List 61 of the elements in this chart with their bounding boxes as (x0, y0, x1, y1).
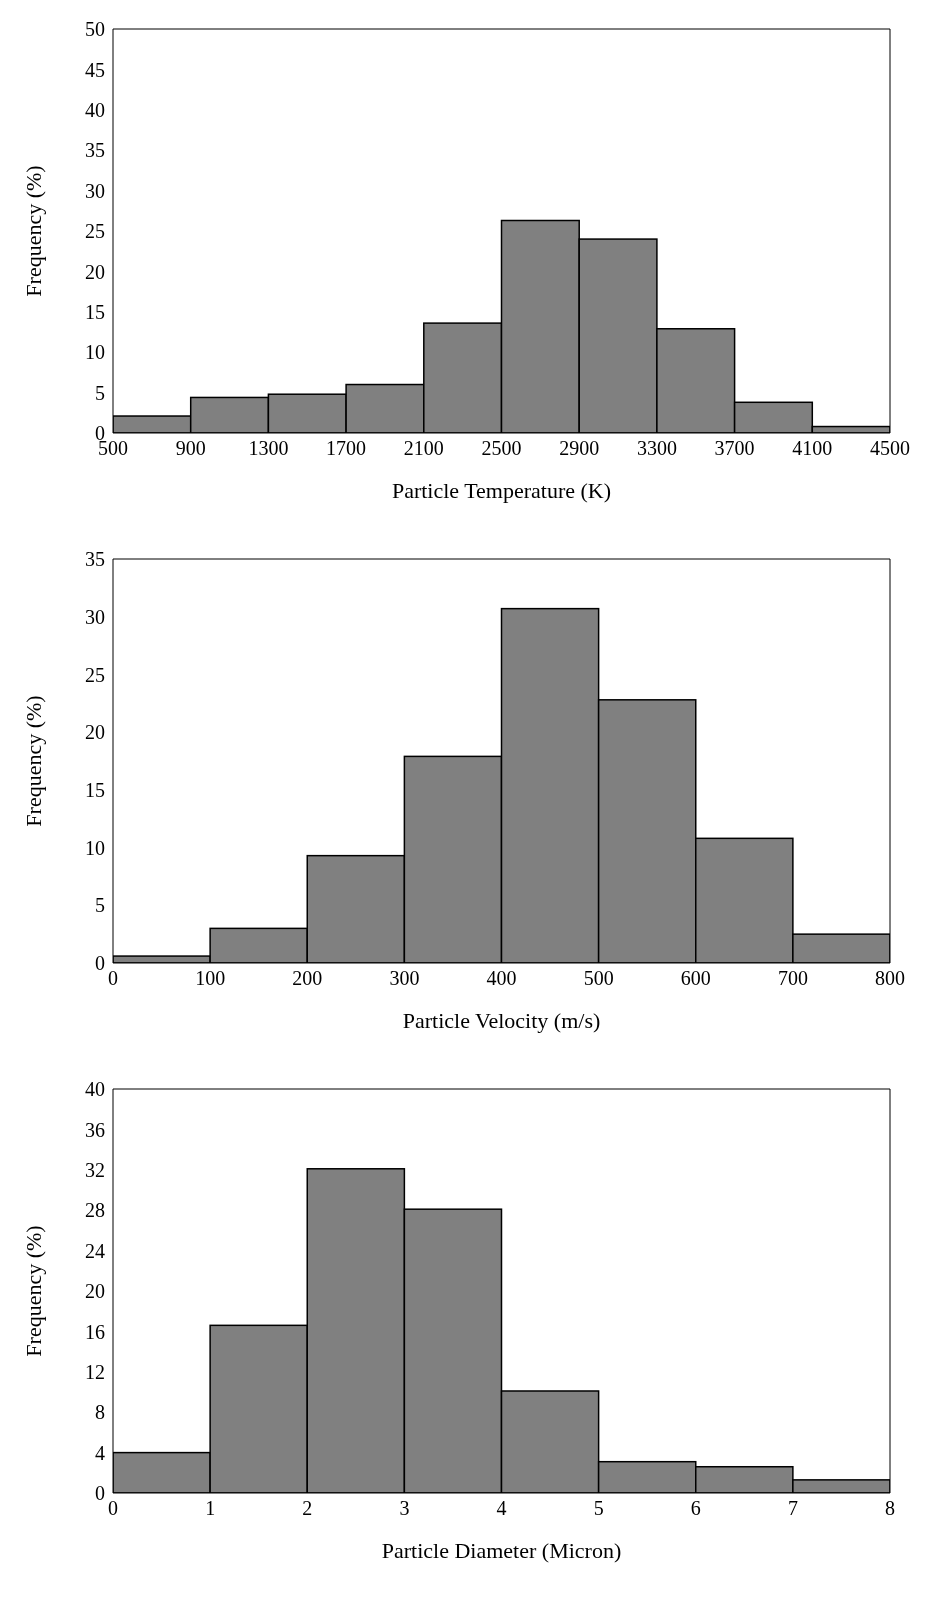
y-tick-label: 0 (95, 952, 105, 975)
y-tick-label: 10 (85, 341, 105, 364)
x-tick-label: 300 (389, 967, 420, 990)
y-tick-label: 20 (85, 1280, 105, 1303)
y-tick-label: 28 (85, 1199, 105, 1222)
y-tick-label: 20 (85, 721, 105, 744)
x-tick-label: 3 (399, 1497, 410, 1520)
x-tick-label: 800 (875, 967, 905, 990)
y-axis-title: Frequency (%) (20, 1225, 46, 1357)
x-tick-label: 2500 (481, 437, 522, 460)
y-tick-label: 30 (85, 179, 105, 202)
x-tick-label: 7 (787, 1497, 798, 1520)
x-tick-label: 5 (593, 1497, 604, 1520)
y-tick-label: 12 (85, 1360, 105, 1383)
x-tick-label: 4 (496, 1497, 507, 1520)
x-tick-label: 1 (205, 1497, 216, 1520)
x-tick-label: 1300 (248, 437, 289, 460)
x-tick-label: 3700 (714, 437, 755, 460)
x-tick-label: 200 (292, 967, 323, 990)
x-axis-title: Particle Velocity (m/s) (402, 1008, 601, 1033)
y-tick-label: 16 (85, 1320, 105, 1343)
y-tick-label: 35 (85, 548, 105, 571)
x-tick-label: 900 (175, 437, 206, 460)
x-tick-label: 100 (195, 967, 226, 990)
y-tick-label: 35 (85, 139, 105, 162)
y-tick-label: 40 (85, 1078, 105, 1101)
y-axis-title: Frequency (%) (20, 165, 46, 297)
x-tick-label: 4500 (870, 437, 910, 460)
y-tick-label: 25 (85, 663, 105, 686)
x-axis-title: Particle Temperature (K) (391, 478, 612, 503)
y-tick-label: 8 (95, 1401, 105, 1424)
x-tick-label: 1700 (326, 437, 367, 460)
x-tick-label: 500 (583, 967, 614, 990)
y-tick-label: 20 (85, 260, 105, 283)
x-tick-label: 4100 (792, 437, 833, 460)
x-tick-label: 6 (690, 1497, 701, 1520)
y-tick-label: 15 (85, 778, 105, 801)
y-tick-label: 30 (85, 605, 105, 628)
x-tick-label: 2 (302, 1497, 313, 1520)
y-axis-title: Frequency (%) (20, 695, 46, 827)
y-tick-label: 36 (85, 1118, 105, 1141)
y-tick-label: 0 (95, 1482, 105, 1505)
y-tick-label: 24 (85, 1239, 105, 1262)
x-tick-label: 2100 (403, 437, 444, 460)
y-tick-label: 5 (95, 381, 105, 404)
y-tick-label: 15 (85, 300, 105, 323)
y-tick-label: 45 (85, 58, 105, 81)
y-tick-label: 10 (85, 836, 105, 859)
y-tick-label: 25 (85, 220, 105, 243)
y-tick-label: 40 (85, 98, 105, 121)
y-tick-label: 32 (85, 1158, 105, 1181)
x-tick-label: 600 (680, 967, 711, 990)
x-tick-label: 700 (777, 967, 808, 990)
y-tick-label: 50 (85, 18, 105, 41)
y-tick-label: 5 (95, 894, 105, 917)
x-axis-title: Particle Diameter (Micron) (381, 1538, 622, 1563)
x-tick-label: 3300 (636, 437, 677, 460)
x-tick-label: 2900 (559, 437, 600, 460)
x-tick-label: 8 (885, 1497, 895, 1520)
x-tick-label: 400 (486, 967, 517, 990)
y-tick-label: 4 (95, 1441, 105, 1464)
